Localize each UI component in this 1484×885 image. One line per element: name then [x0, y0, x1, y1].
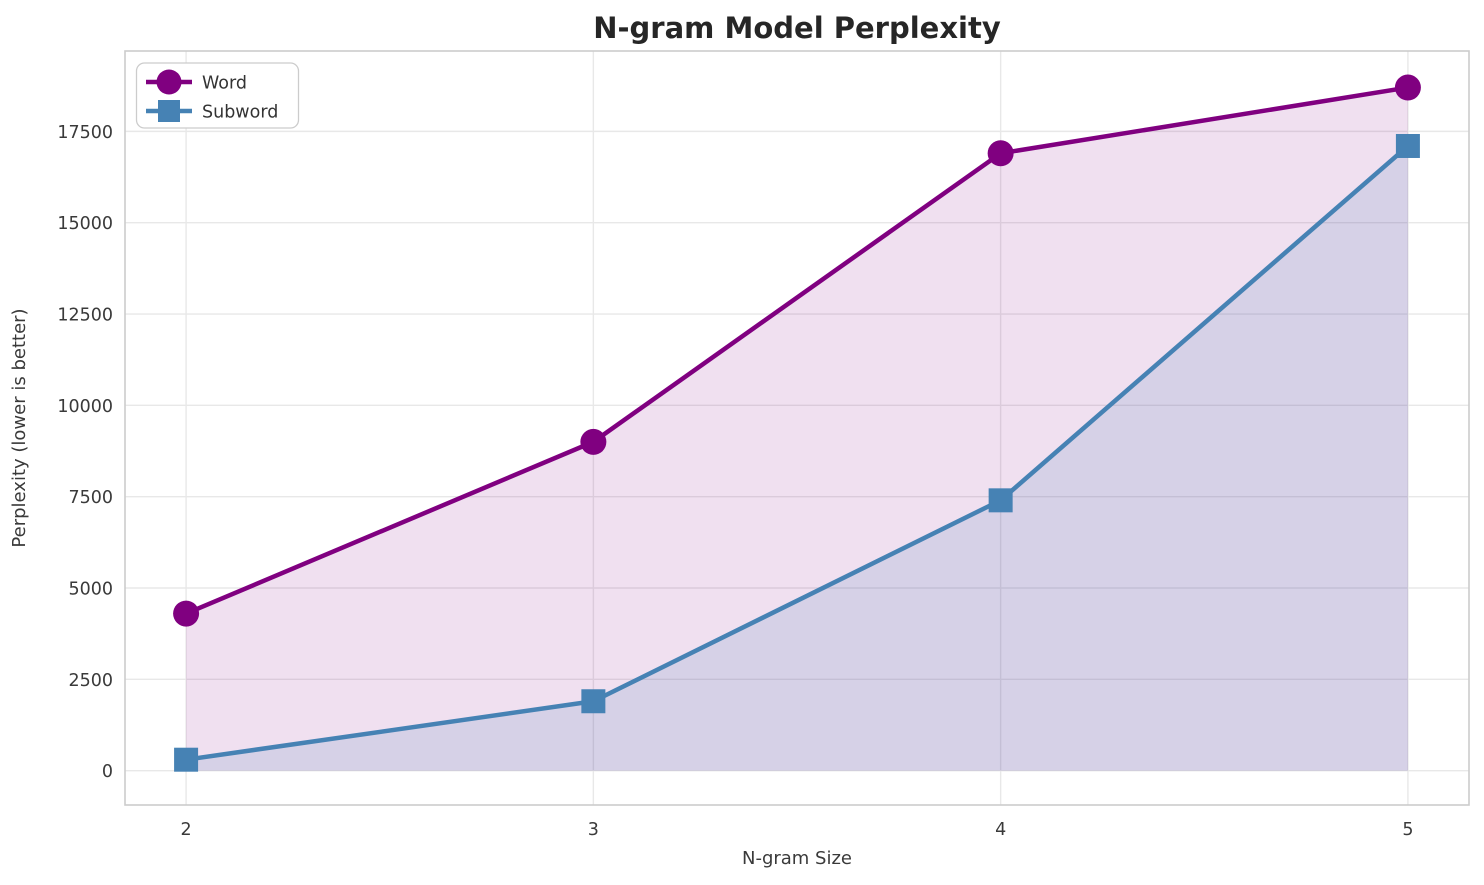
- y-tick-label: 2500: [68, 671, 113, 691]
- y-tick-label: 17500: [57, 123, 113, 143]
- subword-point-5: [1395, 133, 1420, 158]
- y-tick-label: 0: [102, 762, 113, 782]
- word-line: [183, 85, 1411, 616]
- y-tick-label: 10000: [57, 397, 113, 417]
- x-tick-label: 4: [995, 820, 1006, 840]
- word-point-5: [1394, 74, 1421, 101]
- axes-border: [124, 50, 1470, 806]
- series-marker-layer: [173, 74, 1421, 772]
- x-tick-label: 2: [181, 820, 192, 840]
- y-tick-label: 7500: [68, 488, 113, 508]
- subword-square-marker-icon: [158, 100, 180, 122]
- area-fill-layer: [186, 87, 1408, 771]
- legend-label-word: Word: [202, 74, 247, 94]
- word-point-2: [173, 600, 200, 627]
- subword-area-fill: [186, 145, 1408, 771]
- subword-point-2: [174, 747, 199, 772]
- legend-label-subword: Subword: [202, 103, 278, 123]
- subword-point-4: [988, 488, 1013, 513]
- x-axis-label: N-gram Size: [742, 848, 852, 869]
- subword-line: [183, 143, 1411, 762]
- word-area-fill: [186, 87, 1408, 771]
- axes-border-layer: [124, 50, 1470, 806]
- chart-title: N-gram Model Perplexity: [593, 11, 1001, 45]
- legend: Word Subword: [135, 62, 300, 129]
- word-point-3: [580, 428, 607, 455]
- y-tick-label: 12500: [57, 306, 113, 326]
- grid-layer: [125, 51, 1469, 805]
- y-tick-label: 15000: [57, 214, 113, 234]
- word-point-4: [987, 140, 1014, 167]
- legend-entry-word: Word: [146, 69, 247, 95]
- series-line-layer: [183, 85, 1411, 762]
- y-axis-label: Perplexity (lower is better): [9, 308, 30, 547]
- x-tick-label: 5: [1402, 820, 1413, 840]
- tick-label-layer: 0 2500 5000 7500 10000 12500 15000 17500 2 3 4 5: [57, 123, 1413, 840]
- x-tick-label: 3: [588, 820, 599, 840]
- legend-entry-subword: Subword: [146, 100, 278, 123]
- word-circle-marker-icon: [156, 69, 182, 95]
- subword-point-3: [581, 689, 606, 714]
- y-tick-label: 5000: [68, 580, 113, 600]
